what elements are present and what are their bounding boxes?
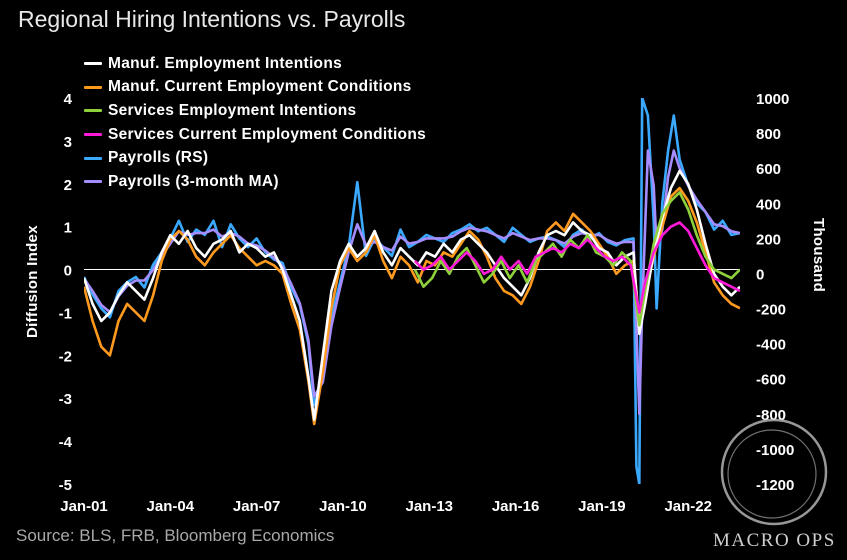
x-tick-label: Jan-01 <box>60 498 108 515</box>
y-tick-label-left: 2 <box>64 177 72 194</box>
x-tick-label: Jan-22 <box>664 498 712 515</box>
legend: Manuf. Employment Intentions Manuf. Curr… <box>84 52 426 194</box>
y-tick-label-right: 600 <box>756 161 781 178</box>
legend-item: Manuf. Current Employment Conditions <box>84 76 426 100</box>
y-tick-label-left: 1 <box>64 220 72 237</box>
legend-item: Payrolls (RS) <box>84 146 426 170</box>
legend-label: Payrolls (RS) <box>108 149 209 167</box>
legend-item: Payrolls (3-month MA) <box>84 170 426 194</box>
x-tick-label: Jan-19 <box>578 498 626 515</box>
legend-item: Services Employment Intentions <box>84 99 426 123</box>
y-tick-label-right: -200 <box>756 302 786 319</box>
legend-swatch <box>84 109 102 113</box>
legend-swatch <box>84 62 102 66</box>
y-tick-label-right: 200 <box>756 231 781 248</box>
legend-label: Services Employment Intentions <box>108 101 357 119</box>
x-tick-label: Jan-04 <box>147 498 195 515</box>
legend-label: Manuf. Employment Intentions <box>108 54 343 72</box>
y-tick-label-left: -3 <box>59 391 72 408</box>
watermark-logo-icon <box>720 418 828 526</box>
x-tick-label: Jan-10 <box>319 498 367 515</box>
y-tick-label-right: -1000 <box>756 442 794 459</box>
y-tick-label-right: -1200 <box>756 477 794 494</box>
legend-label: Manuf. Current Employment Conditions <box>108 78 412 96</box>
y-tick-label-right: 800 <box>756 126 781 143</box>
y-tick-label-right: 0 <box>756 266 764 283</box>
y-tick-label-right: -400 <box>756 337 786 354</box>
y-tick-label-right: -600 <box>756 372 786 389</box>
y-axis-label-right: Thousand <box>810 218 827 293</box>
y-tick-label-left: -5 <box>59 477 72 494</box>
series-line <box>84 169 740 421</box>
legend-label: Services Current Employment Conditions <box>108 125 427 143</box>
x-tick-label: Jan-13 <box>405 498 453 515</box>
y-tick-label-left: 4 <box>64 91 73 108</box>
legend-swatch <box>84 180 102 184</box>
y-tick-label-left: 3 <box>64 134 72 151</box>
chart-title: Regional Hiring Intentions vs. Payrolls <box>18 6 406 32</box>
legend-swatch <box>84 156 102 160</box>
y-axis-label-left: Diffusion Index <box>24 225 41 338</box>
legend-item: Services Current Employment Conditions <box>84 123 426 147</box>
y-tick-label-right: 1000 <box>756 91 789 108</box>
y-tick-label-right: 400 <box>756 196 781 213</box>
series-line <box>413 191 740 327</box>
series-line <box>413 221 740 314</box>
y-tick-label-left: -2 <box>59 348 72 365</box>
legend-item: Manuf. Employment Intentions <box>84 52 426 76</box>
x-tick-label: Jan-07 <box>233 498 281 515</box>
watermark-text: MACRO OPS <box>713 530 836 551</box>
series-line <box>84 149 740 416</box>
legend-label: Payrolls (3-month MA) <box>108 172 279 190</box>
y-tick-label-left: 0 <box>64 263 72 280</box>
x-tick-label: Jan-16 <box>492 498 540 515</box>
source-note: Source: BLS, FRB, Bloomberg Economics <box>16 526 335 545</box>
y-tick-label-left: -1 <box>59 305 72 322</box>
legend-swatch <box>84 133 102 137</box>
y-tick-label-left: -4 <box>59 434 73 451</box>
legend-swatch <box>84 85 102 89</box>
